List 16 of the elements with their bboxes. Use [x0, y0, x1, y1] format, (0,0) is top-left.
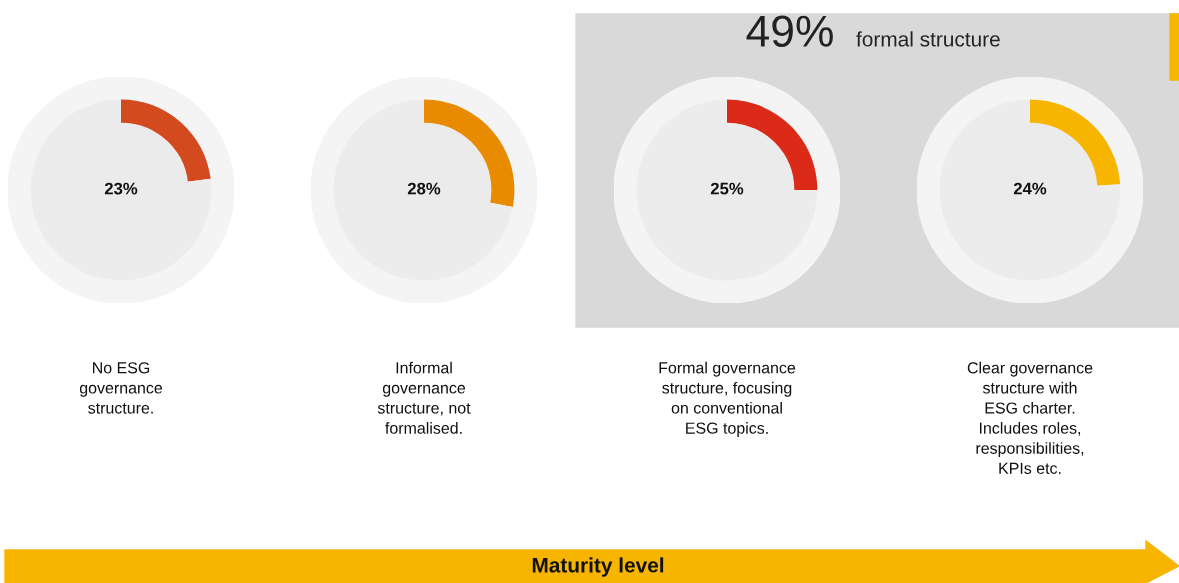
donut-slice	[636, 99, 818, 281]
data-label: 24%	[1013, 182, 1047, 195]
donut-slice	[121, 99, 211, 182]
donut-slice	[30, 99, 212, 281]
data-label: 28%	[407, 182, 441, 195]
data-label: 25%	[710, 182, 744, 195]
data-label: 23%	[104, 182, 138, 195]
text: Maturity level	[532, 557, 664, 577]
text: No ESG governance structure.	[79, 362, 163, 414]
text: Clear governance structure with ESG charter. Includes roles, responsibilities, KPIs etc.	[967, 361, 1093, 474]
text: Informal governance structure, not formalised.	[377, 361, 471, 434]
text: formal structure	[856, 31, 1000, 47]
donut-slice	[333, 99, 513, 281]
donut-slice	[939, 99, 1121, 281]
text: 49%	[746, 15, 833, 47]
text: Formal governance structure, focusing on conventional ESG topics.	[659, 361, 796, 437]
